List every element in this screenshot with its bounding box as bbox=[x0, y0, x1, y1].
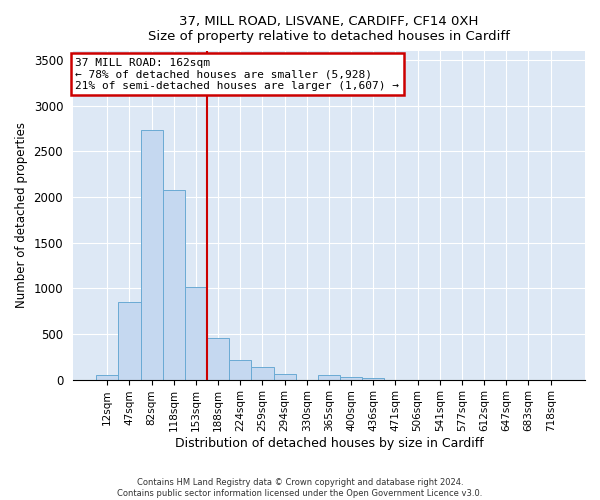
Bar bbox=[207, 338, 229, 380]
Bar bbox=[251, 367, 274, 380]
Title: 37, MILL ROAD, LISVANE, CARDIFF, CF14 0XH
Size of property relative to detached : 37, MILL ROAD, LISVANE, CARDIFF, CF14 0X… bbox=[148, 15, 510, 43]
Y-axis label: Number of detached properties: Number of detached properties bbox=[15, 122, 28, 308]
Bar bbox=[96, 375, 118, 380]
Text: Contains HM Land Registry data © Crown copyright and database right 2024.
Contai: Contains HM Land Registry data © Crown c… bbox=[118, 478, 482, 498]
X-axis label: Distribution of detached houses by size in Cardiff: Distribution of detached houses by size … bbox=[175, 437, 484, 450]
Text: 37 MILL ROAD: 162sqm
← 78% of detached houses are smaller (5,928)
21% of semi-de: 37 MILL ROAD: 162sqm ← 78% of detached h… bbox=[76, 58, 400, 91]
Bar bbox=[185, 288, 207, 380]
Bar bbox=[163, 190, 185, 380]
Bar bbox=[318, 376, 340, 380]
Bar bbox=[362, 378, 385, 380]
Bar bbox=[274, 374, 296, 380]
Bar bbox=[140, 130, 163, 380]
Bar bbox=[118, 302, 140, 380]
Bar bbox=[229, 360, 251, 380]
Bar bbox=[340, 377, 362, 380]
